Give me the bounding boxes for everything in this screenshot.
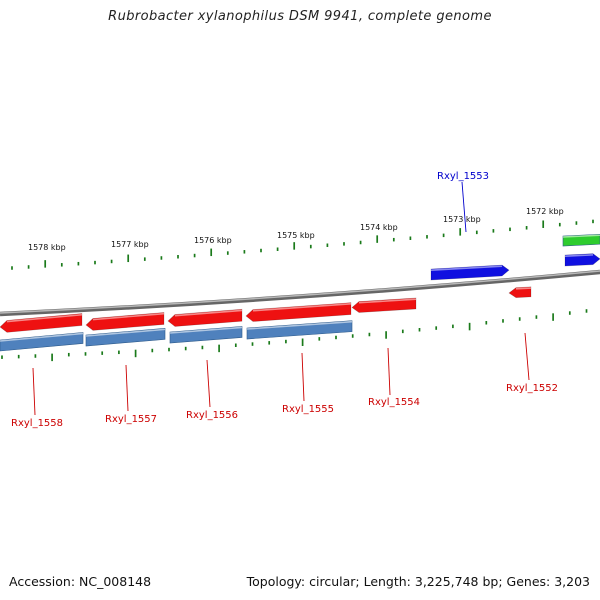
ruler-label: 1575 kbp: [277, 231, 315, 240]
cds-band: [0, 332, 84, 352]
gene-label: Rxyl_1552: [506, 383, 558, 394]
gene-arrow-rxyl-1552-highlight: [515, 287, 532, 290]
upper-tick-ruler: [11, 219, 594, 270]
gene-arrow-rxyl-1558: [0, 313, 83, 333]
leader-line: [461, 181, 467, 233]
ruler-label: 1577 kbp: [111, 240, 149, 249]
leader-line: [524, 332, 530, 381]
cds-band-highlight: [246, 320, 353, 330]
gene-arrow-rxyl-1554-highlight: [358, 298, 417, 304]
ruler-label: 1572 kbp: [526, 207, 564, 216]
map-title: Rubrobacter xylanophilus DSM 9941, compl…: [108, 9, 492, 24]
gene-arrow-rxyl-1553-highlight: [430, 265, 503, 271]
ruler-label: 1578 kbp: [28, 243, 66, 252]
cds-band-highlight: [0, 332, 84, 342]
leader-line: [301, 352, 305, 402]
cds-band: [169, 326, 243, 344]
cds-band-highlight: [85, 328, 166, 337]
gene-arrow-rxyl-1555: [245, 302, 352, 322]
gene-arrow-rxyl-1552: [508, 286, 532, 298]
gene-label: Rxyl_1553: [437, 171, 489, 182]
gene-label: Rxyl_1558: [11, 418, 63, 429]
gene-labels: Rxyl_1553 Rxyl_1552 Rxyl_1554 Rxyl_1555 Rxyl…: [11, 171, 558, 429]
cds-band-highlight: [562, 234, 600, 238]
leader-line: [32, 367, 36, 416]
cds-band-highlight: [169, 326, 243, 334]
backbone-highlight: [0, 270, 600, 314]
gene-label: Rxyl_1556: [186, 410, 238, 421]
gene-arrow-rxyl-1557: [85, 312, 165, 331]
gene-arrow-forward-partial: [564, 253, 600, 267]
accession-text: Accession: NC_008148: [9, 574, 152, 589]
gene-arrow-rxyl-1555-highlight: [252, 303, 352, 312]
ruler-label: 1576 kbp: [194, 236, 232, 245]
gene-label: Rxyl_1555: [282, 404, 334, 415]
gene-label: Rxyl_1554: [368, 397, 420, 408]
gene-arrow-rxyl-1556-highlight: [174, 309, 243, 317]
topology-text: Topology: circular; Length: 3,225,748 bp…: [246, 574, 590, 589]
cds-bands: [0, 233, 600, 352]
gene-label: Rxyl_1557: [105, 414, 157, 425]
cds-band: [85, 328, 166, 347]
ruler-label: 1574 kbp: [360, 223, 398, 232]
backbone-shadow: [0, 269, 600, 317]
leader-line: [387, 347, 391, 396]
gene-arrow-rxyl-1557-highlight: [92, 312, 165, 321]
ruler-labels: 1578 kbp 1577 kbp 1576 kbp 1575 kbp 1574 kbp…: [28, 207, 564, 252]
genome-backbone: [0, 269, 600, 317]
lower-tick-ruler: [1, 309, 588, 362]
leader-line: [206, 359, 211, 408]
leader-line: [125, 364, 129, 412]
ruler-label: 1573 kbp: [443, 215, 481, 224]
gene-arrow-forward-partial-highlight: [564, 254, 594, 257]
cds-band: [246, 320, 353, 340]
gene-arrow-rxyl-1558-highlight: [6, 313, 83, 323]
gene-arrows: [0, 253, 600, 333]
gene-arrow-rxyl-1556: [167, 308, 243, 327]
